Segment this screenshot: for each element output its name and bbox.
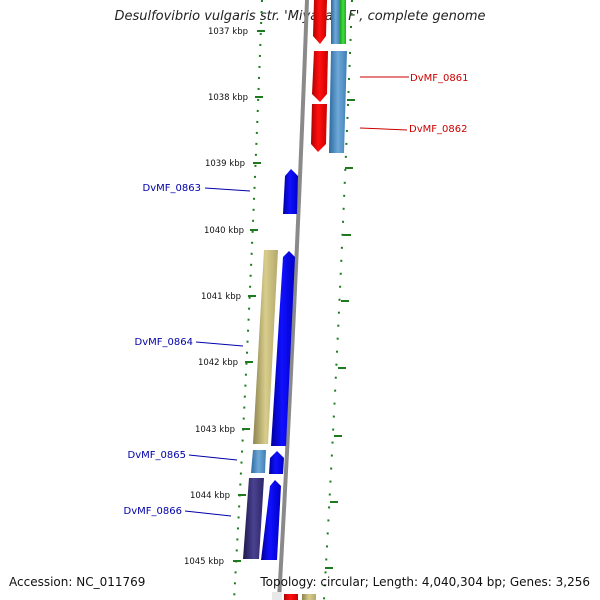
feature-bottom-white <box>272 592 282 600</box>
gene-DvMF_0862[interactable] <box>311 104 327 152</box>
tick-label-1037: 1037 kbp <box>208 27 248 37</box>
tick-label-1040: 1040 kbp <box>204 226 244 236</box>
kbp-ticks: 1037 kbp 1038 kbp 1039 kbp 1040 kbp 1041… <box>184 27 265 567</box>
leader-DvMF_0864 <box>195 341 244 347</box>
tick-label-1042: 1042 kbp <box>198 358 238 368</box>
topology-summary: Topology: circular; Length: 4,040,304 bp… <box>260 575 590 589</box>
green-feature-top-partial[interactable] <box>340 0 346 44</box>
label-DvMF_0861[interactable]: DvMF_0861 <box>410 73 468 84</box>
label-DvMF_0866[interactable]: DvMF_0866 <box>124 506 182 517</box>
label-leaders <box>184 76 409 517</box>
right-minor-ticks <box>325 99 355 569</box>
leader-DvMF_0862 <box>359 127 408 131</box>
label-DvMF_0862[interactable]: DvMF_0862 <box>409 124 467 135</box>
gene-DvMF_0865[interactable] <box>269 451 284 474</box>
label-DvMF_0864[interactable]: DvMF_0864 <box>135 337 193 348</box>
map-title: Desulfovibrio vulgaris str. 'Miyazaki F'… <box>114 9 486 24</box>
gene-DvMF_0864[interactable] <box>271 251 295 446</box>
reverse-gene-bottom-partial[interactable] <box>284 594 298 600</box>
leader-DvMF_0863 <box>204 187 251 192</box>
leader-DvMF_0865 <box>188 454 238 461</box>
label-DvMF_0863[interactable]: DvMF_0863 <box>143 183 201 194</box>
tick-label-1045: 1045 kbp <box>184 557 224 567</box>
leader-DvMF_0866 <box>184 510 232 517</box>
tick-label-1041: 1041 kbp <box>201 292 241 302</box>
steel-feature-0861-0862[interactable] <box>329 51 347 153</box>
right-dotted-guide <box>323 0 353 600</box>
tick-label-1038: 1038 kbp <box>208 93 248 103</box>
reverse-gene-top-partial[interactable] <box>313 0 327 44</box>
genome-backbone <box>277 0 309 600</box>
gene-labels: DvMF_0861 DvMF_0862 DvMF_0863 DvMF_0864 … <box>124 73 469 517</box>
label-DvMF_0865[interactable]: DvMF_0865 <box>128 450 186 461</box>
tick-label-1043: 1043 kbp <box>195 425 235 435</box>
tick-label-1039: 1039 kbp <box>205 159 245 169</box>
tan-feature-DvMF_0864[interactable] <box>253 250 278 444</box>
tan-feature-bottom-partial[interactable] <box>302 594 316 600</box>
tick-label-1044: 1044 kbp <box>190 491 230 501</box>
gene-DvMF_0866[interactable] <box>261 480 281 560</box>
accession-text: Accession: NC_011769 <box>9 575 146 589</box>
gene-DvMF_0861[interactable] <box>312 51 328 102</box>
steel-feature-top-partial[interactable] <box>331 0 340 44</box>
steel-feature-DvMF_0865[interactable] <box>251 450 266 473</box>
gene-DvMF_0863[interactable] <box>283 169 298 214</box>
purple-feature-DvMF_0866[interactable] <box>243 478 264 559</box>
